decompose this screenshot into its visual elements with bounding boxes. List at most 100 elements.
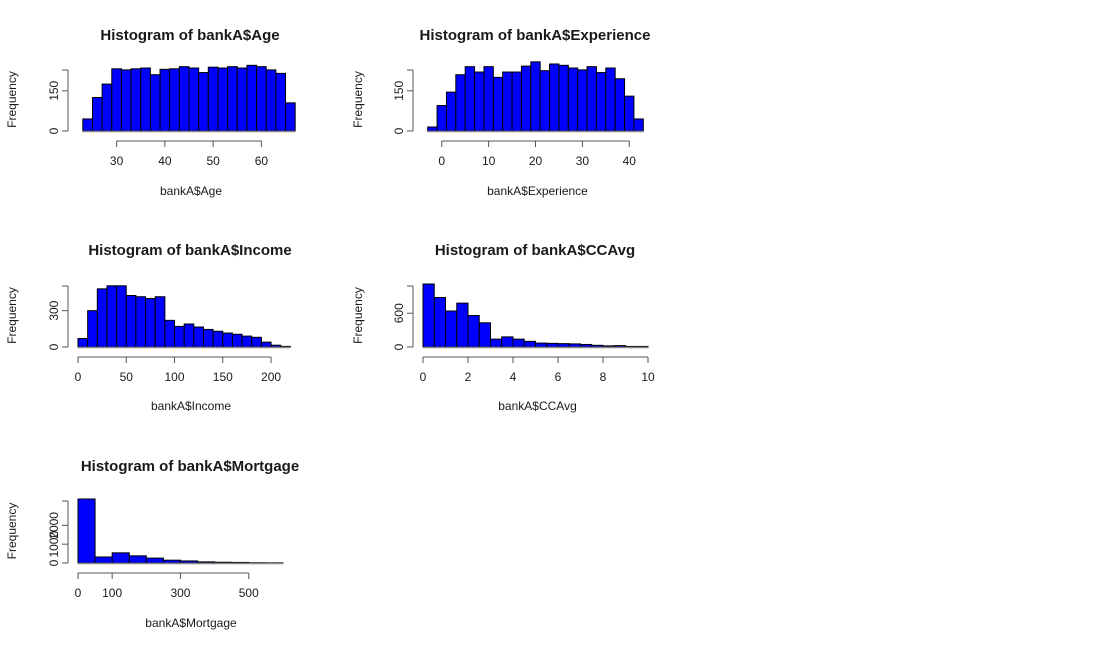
histogram-bar <box>102 84 112 131</box>
histogram-bar <box>203 329 213 347</box>
histogram-bar <box>625 96 634 131</box>
x-tick-label: 20 <box>529 154 543 168</box>
histogram-bar <box>228 67 238 131</box>
histogram-bar <box>232 334 242 347</box>
histogram-bar <box>634 119 643 131</box>
y-tick-label: 0 <box>392 127 406 134</box>
histogram-bar <box>512 72 521 131</box>
chart-title: Histogram of bankA$Mortgage <box>81 458 299 475</box>
y-tick-label: 600 <box>392 303 406 323</box>
y-tick-label: 0 <box>47 559 61 566</box>
x-tick-label: 200 <box>261 370 281 384</box>
x-tick-label: 300 <box>170 586 190 600</box>
x-tick-label: 0 <box>420 370 427 384</box>
y-tick-label: 2000 <box>47 512 61 539</box>
histogram-bar <box>237 68 247 131</box>
histogram-bar <box>218 68 228 131</box>
histogram-bar <box>276 73 286 131</box>
histogram-bar <box>521 66 530 131</box>
y-tick-label: 0 <box>392 343 406 350</box>
chart-title: Histogram of bankA$Income <box>88 242 291 259</box>
histogram-bar <box>136 297 146 347</box>
histogram-bar <box>446 92 455 131</box>
x-tick-label: 40 <box>158 154 172 168</box>
histogram-bar <box>581 344 592 347</box>
x-tick-label: 30 <box>576 154 590 168</box>
histogram-bar <box>78 499 95 563</box>
histogram-bar <box>112 553 129 563</box>
histogram-bar <box>252 337 262 347</box>
histogram-bar <box>208 67 218 131</box>
histogram-bar <box>165 320 175 347</box>
y-axis-label: Frequency <box>5 503 19 560</box>
x-tick-label: 100 <box>102 586 122 600</box>
histogram-bar <box>428 127 437 131</box>
histogram-bar <box>558 344 569 347</box>
histogram-bar <box>503 72 512 131</box>
histogram-bar <box>468 316 479 348</box>
histogram-bar <box>163 560 180 563</box>
histogram-bar <box>160 69 170 131</box>
histogram-bar <box>484 67 493 131</box>
histogram-bar <box>112 69 122 131</box>
histogram-bar <box>568 68 577 131</box>
y-tick-label: 150 <box>47 80 61 100</box>
histogram-bar <box>606 68 615 131</box>
histogram-bar <box>179 67 189 131</box>
histogram-bar <box>150 75 160 131</box>
histogram-bar <box>95 557 112 563</box>
y-tick-label: 150 <box>392 80 406 100</box>
x-tick-label: 0 <box>75 370 82 384</box>
histogram-bar <box>513 339 524 347</box>
histogram-bar <box>223 333 233 347</box>
x-tick-label: 50 <box>120 370 134 384</box>
histogram-bar <box>502 337 513 347</box>
histogram-bar <box>596 73 605 131</box>
histogram-bar <box>465 67 474 131</box>
histogram-bar <box>457 303 468 347</box>
x-axis-label: bankA$Experience <box>487 184 588 198</box>
histogram-bar <box>146 558 163 563</box>
histogram-bar <box>286 103 296 131</box>
histogram-bar <box>78 339 88 347</box>
y-axis-label: Frequency <box>5 71 19 128</box>
x-axis-label: bankA$Income <box>151 399 231 413</box>
y-tick-label: 300 <box>47 300 61 320</box>
histogram-bar <box>242 336 252 347</box>
histogram-bar <box>180 561 197 563</box>
histogram-bar <box>129 556 146 563</box>
histogram-bar <box>189 68 199 131</box>
histogram-bar <box>479 323 490 347</box>
y-tick-label: 0 <box>47 127 61 134</box>
histogram-bar <box>155 297 165 347</box>
x-tick-label: 0 <box>75 586 82 600</box>
histogram-bar <box>97 289 107 347</box>
histogram-bar <box>437 106 446 131</box>
x-tick-label: 10 <box>482 154 496 168</box>
x-axis-label: bankA$Age <box>160 184 222 198</box>
y-axis-label: Frequency <box>351 71 365 128</box>
histogram-bar <box>592 345 603 347</box>
x-tick-label: 500 <box>239 586 259 600</box>
histogram-bar <box>146 299 156 347</box>
histogram-bar <box>194 327 204 347</box>
histogram-bar <box>456 75 465 131</box>
histogram-bar <box>175 326 185 347</box>
histogram-bar <box>587 67 596 131</box>
histogram-bar <box>493 77 502 131</box>
histogram-bar <box>446 311 457 347</box>
y-axis-label: Frequency <box>5 287 19 344</box>
chart-title: Histogram of bankA$CCAvg <box>435 242 635 259</box>
histogram-bar <box>247 65 257 131</box>
x-tick-label: 30 <box>110 154 124 168</box>
histogram-bar <box>569 344 580 347</box>
histogram-bar <box>550 64 559 131</box>
x-tick-label: 150 <box>213 370 233 384</box>
chart-title: Histogram of bankA$Experience <box>420 27 651 44</box>
histogram-bar <box>117 286 127 347</box>
histogram-bar <box>121 70 131 131</box>
